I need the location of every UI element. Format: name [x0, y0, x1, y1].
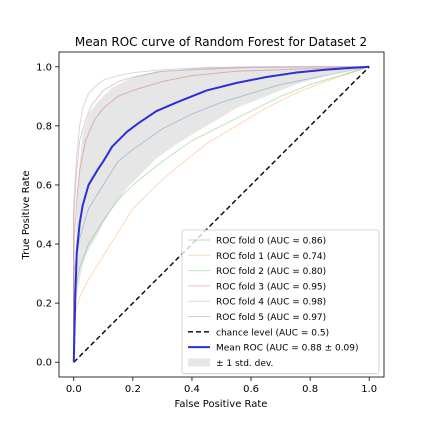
x-tick-label: 0.4 [184, 384, 200, 395]
y-tick-label: 1.0 [36, 62, 52, 73]
y-axis-label: True Positive Rate [21, 170, 32, 260]
series-line-3 [73, 66, 370, 363]
series-line-5 [73, 66, 370, 363]
x-tick-label: 1.0 [361, 384, 377, 395]
x-tick-label: 0.6 [243, 384, 259, 395]
legend-label: ROC fold 1 (AUC = 0.74) [216, 252, 326, 262]
legend-label: ± 1 std. dev. [216, 359, 273, 369]
y-tick-label: 0.4 [36, 240, 52, 251]
y-tick-label: 0.8 [36, 121, 52, 132]
series-line-0 [73, 66, 370, 363]
x-axis-label: False Positive Rate [175, 399, 268, 410]
series-line-7 [72, 65, 370, 363]
y-axis: 0.0 0.2 0.4 0.6 0.8 1.0 [36, 62, 59, 369]
legend-swatch [188, 358, 210, 367]
series-line-2 [73, 66, 370, 363]
plot-frame [58, 51, 385, 378]
x-tick-label: 0.2 [125, 384, 141, 395]
y-tick-label: 0.0 [36, 358, 52, 369]
legend: ROC fold 0 (AUC = 0.86) ROC fold 1 (AUC =… [181, 229, 380, 375]
std-dev-band [73, 66, 370, 363]
legend-label: ROC fold 3 (AUC = 0.95) [216, 282, 326, 292]
legend-label: ROC fold 4 (AUC = 0.98) [216, 298, 326, 308]
y-tick-label: 0.6 [36, 180, 52, 191]
chart-title: Mean ROC curve of Random Forest for Data… [75, 35, 367, 49]
legend-label: ROC fold 2 (AUC = 0.80) [216, 267, 326, 277]
legend-label: Mean ROC (AUC = 0.88 ± 0.09) [216, 344, 359, 354]
legend-box [181, 229, 380, 375]
series-line-1 [73, 66, 370, 363]
x-axis: 0.0 0.2 0.4 0.6 0.8 1.0 [66, 377, 377, 395]
legend-label: chance level (AUC = 0.5) [216, 328, 329, 338]
x-tick-label: 0.8 [302, 384, 318, 395]
legend-label: ROC fold 5 (AUC = 0.97) [216, 313, 326, 323]
y-tick-label: 0.2 [36, 299, 52, 310]
series-line-4 [73, 66, 370, 363]
series-line-6 [73, 66, 370, 363]
plot-area [72, 65, 370, 363]
x-tick-label: 0.0 [66, 384, 82, 395]
legend-label: ROC fold 0 (AUC = 0.86) [216, 237, 326, 247]
